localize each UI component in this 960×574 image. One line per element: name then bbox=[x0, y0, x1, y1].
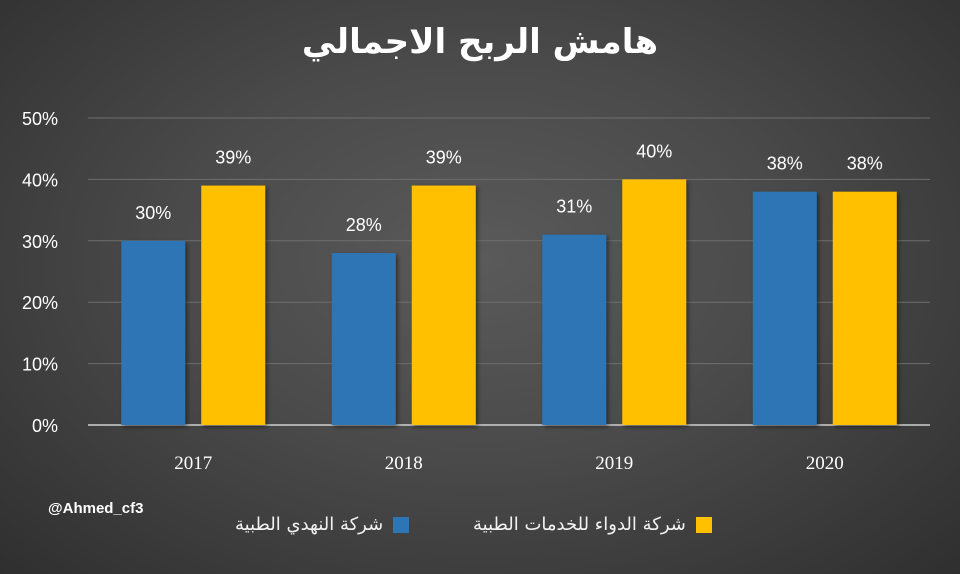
bar bbox=[201, 185, 266, 425]
data-label: 39% bbox=[215, 148, 251, 168]
watermark: @Ahmed_cf3 bbox=[48, 500, 144, 517]
data-label: 39% bbox=[426, 148, 462, 168]
legend-swatch-dawaa bbox=[695, 516, 712, 533]
legend-label-dawaa: شركة الدواء للخدمات الطبية bbox=[473, 514, 686, 535]
bar bbox=[121, 240, 186, 425]
x-tick-label: 2020 bbox=[806, 453, 844, 474]
bar bbox=[622, 179, 687, 425]
bar bbox=[331, 253, 396, 425]
legend: شركة النهدي الطبية شركة الدواء للخدمات ا… bbox=[0, 514, 960, 540]
legend-item-nahdi: شركة النهدي الطبية bbox=[235, 514, 410, 535]
data-label: 38% bbox=[847, 154, 883, 174]
legend-swatch-nahdi bbox=[393, 516, 410, 533]
data-label: 38% bbox=[767, 154, 803, 174]
y-tick-label: 20% bbox=[22, 293, 58, 313]
y-tick-label: 50% bbox=[22, 109, 58, 129]
bar bbox=[542, 234, 607, 425]
data-label: 30% bbox=[135, 203, 171, 223]
bar bbox=[411, 185, 476, 425]
y-tick-label: 40% bbox=[22, 170, 58, 190]
x-tick-label: 2019 bbox=[595, 453, 633, 474]
x-tick-label: 2017 bbox=[174, 453, 212, 474]
legend-label-nahdi: شركة النهدي الطبية bbox=[235, 514, 384, 535]
chart-title: هامش الربح الاجمالي bbox=[301, 22, 659, 62]
y-tick-label: 30% bbox=[22, 232, 58, 252]
data-label: 40% bbox=[636, 141, 672, 161]
y-tick-label: 10% bbox=[22, 355, 58, 375]
legend-item-dawaa: شركة الدواء للخدمات الطبية bbox=[473, 514, 712, 535]
data-label: 31% bbox=[556, 197, 592, 217]
data-label: 28% bbox=[346, 215, 382, 235]
x-tick-label: 2018 bbox=[385, 453, 423, 474]
bar bbox=[752, 191, 817, 425]
bar bbox=[832, 191, 897, 425]
y-tick-label: 0% bbox=[32, 416, 58, 436]
